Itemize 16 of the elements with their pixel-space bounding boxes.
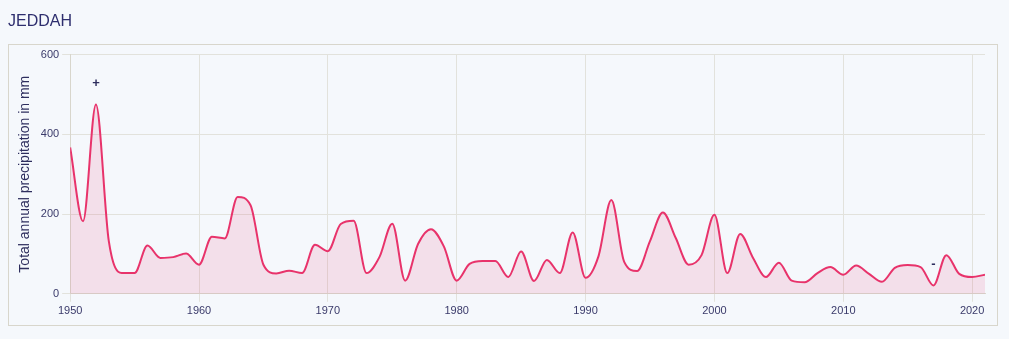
x-tick-label: 1990 xyxy=(573,304,598,317)
y-axis-title: Total annual precipitation in mm xyxy=(16,75,33,273)
annotation: - xyxy=(931,256,936,272)
y-tick-label: 0 xyxy=(53,286,60,299)
x-tick-label: 1970 xyxy=(315,304,341,317)
x-tick-label: 1980 xyxy=(444,304,469,317)
x-tick-label: 2000 xyxy=(702,304,727,317)
y-tick-label: 200 xyxy=(40,207,60,220)
x-tick-label: 2010 xyxy=(831,304,856,317)
chart-title: JEDDAH xyxy=(7,11,73,31)
x-tick-label: 1960 xyxy=(186,304,212,317)
y-tick-label: 600 xyxy=(40,47,60,60)
x-tick-label: 2020 xyxy=(959,304,985,317)
y-tick-label: 400 xyxy=(40,127,60,140)
x-tick-label: 1950 xyxy=(57,304,83,317)
annotation: + xyxy=(92,75,101,91)
